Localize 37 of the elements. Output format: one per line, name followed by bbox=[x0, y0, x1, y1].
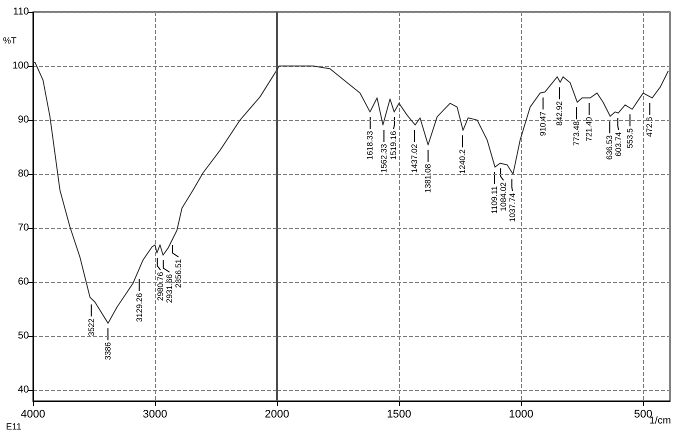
annotation: 1240.2 bbox=[458, 148, 468, 174]
annotation: 1437.02 bbox=[410, 143, 419, 173]
annotation: 3522 bbox=[86, 318, 96, 336]
annotation: 1037.74 bbox=[508, 192, 517, 222]
annotation: 1381.08 bbox=[424, 163, 433, 193]
annotation: 3129.26 bbox=[134, 292, 144, 322]
annotation: 2980.76 bbox=[156, 271, 165, 301]
annotation: 1562.33 bbox=[379, 143, 388, 173]
x-tick-label: 1500 bbox=[386, 408, 412, 420]
annotation: 2931.66 bbox=[165, 274, 174, 304]
annotation: 3386 bbox=[103, 342, 112, 360]
annotation: 1109.11 bbox=[490, 186, 499, 214]
x-axis-title: 1/cm bbox=[649, 416, 671, 426]
annotation: 773.48 bbox=[572, 120, 582, 146]
y-tick-label: 100 bbox=[12, 60, 30, 72]
x-tick-label: 2000 bbox=[264, 408, 290, 420]
y-tick-label: 60 bbox=[18, 276, 30, 288]
x-tick-label: 1000 bbox=[508, 408, 534, 420]
annotation: 636.53 bbox=[605, 134, 614, 160]
text: E11 bbox=[6, 422, 22, 432]
annotation: 1519.16 bbox=[389, 130, 398, 160]
y-tick-label: 90 bbox=[18, 114, 30, 126]
y-axis-title: %T bbox=[3, 36, 17, 46]
y-tick-label: 50 bbox=[18, 330, 30, 342]
y-tick-label: 110 bbox=[13, 6, 30, 18]
x-tick-label: 4000 bbox=[20, 408, 46, 420]
y-tick-label: 70 bbox=[18, 222, 30, 234]
y-tick-label: 80 bbox=[18, 168, 30, 180]
annotation: 721.40 bbox=[584, 116, 594, 142]
annotation: 910.47 bbox=[538, 110, 548, 136]
x-tick-label: 3000 bbox=[142, 408, 168, 420]
annotation: 1084.02 bbox=[498, 182, 508, 212]
y-tick-label: 40 bbox=[18, 384, 30, 396]
annotation: 842.92 bbox=[554, 100, 564, 126]
annotation: 1618.33 bbox=[366, 130, 375, 160]
annotation: 553.5 bbox=[625, 128, 634, 148]
annotation: 603.74 bbox=[614, 131, 624, 156]
